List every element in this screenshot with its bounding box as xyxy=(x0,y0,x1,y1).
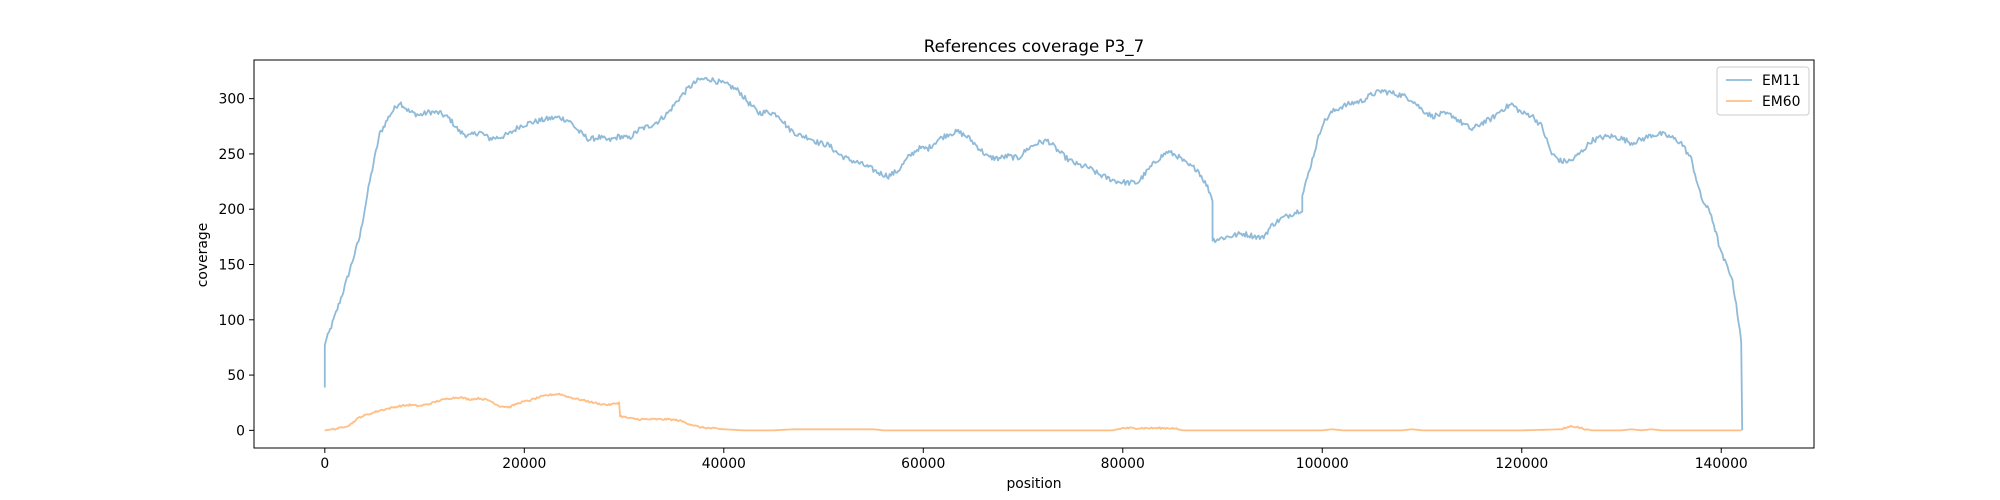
y-tick-label: 300 xyxy=(218,92,245,108)
x-tick-label: 40000 xyxy=(702,456,746,472)
x-tick-label: 20000 xyxy=(502,456,546,472)
legend-box xyxy=(1716,66,1810,116)
series-layer xyxy=(323,76,1744,432)
x-tick-label: 80000 xyxy=(1101,456,1145,472)
x-tick-label: 140000 xyxy=(1695,456,1748,472)
y-axis-label: coverage xyxy=(195,223,211,288)
x-axis-label: position xyxy=(1006,476,1061,492)
legend-label-em60: EM60 xyxy=(1762,94,1800,110)
chart-title: References coverage P3_7 xyxy=(924,36,1144,57)
x-tick-label: 120000 xyxy=(1495,456,1548,472)
axes-layer: 0 20000 40000 60000 80000 100000 120000 140000 0… xyxy=(218,59,1815,472)
y-tick-label: 50 xyxy=(227,368,245,384)
y-tick-label: 100 xyxy=(218,313,245,329)
y-tick-label: 0 xyxy=(236,423,245,439)
y-tick-label: 150 xyxy=(218,258,245,274)
series-line-em11 xyxy=(323,76,1744,431)
y-tick-label: 200 xyxy=(218,202,245,218)
axes-frame xyxy=(253,59,1815,449)
x-tick-label: 0 xyxy=(320,456,329,472)
legend: EM11 EM60 xyxy=(1716,66,1810,116)
x-tick-label: 60000 xyxy=(901,456,945,472)
series-line-em60 xyxy=(324,392,1742,432)
y-tick-label: 250 xyxy=(218,147,245,163)
legend-label-em11: EM11 xyxy=(1762,73,1800,89)
x-tick-label: 100000 xyxy=(1296,456,1349,472)
